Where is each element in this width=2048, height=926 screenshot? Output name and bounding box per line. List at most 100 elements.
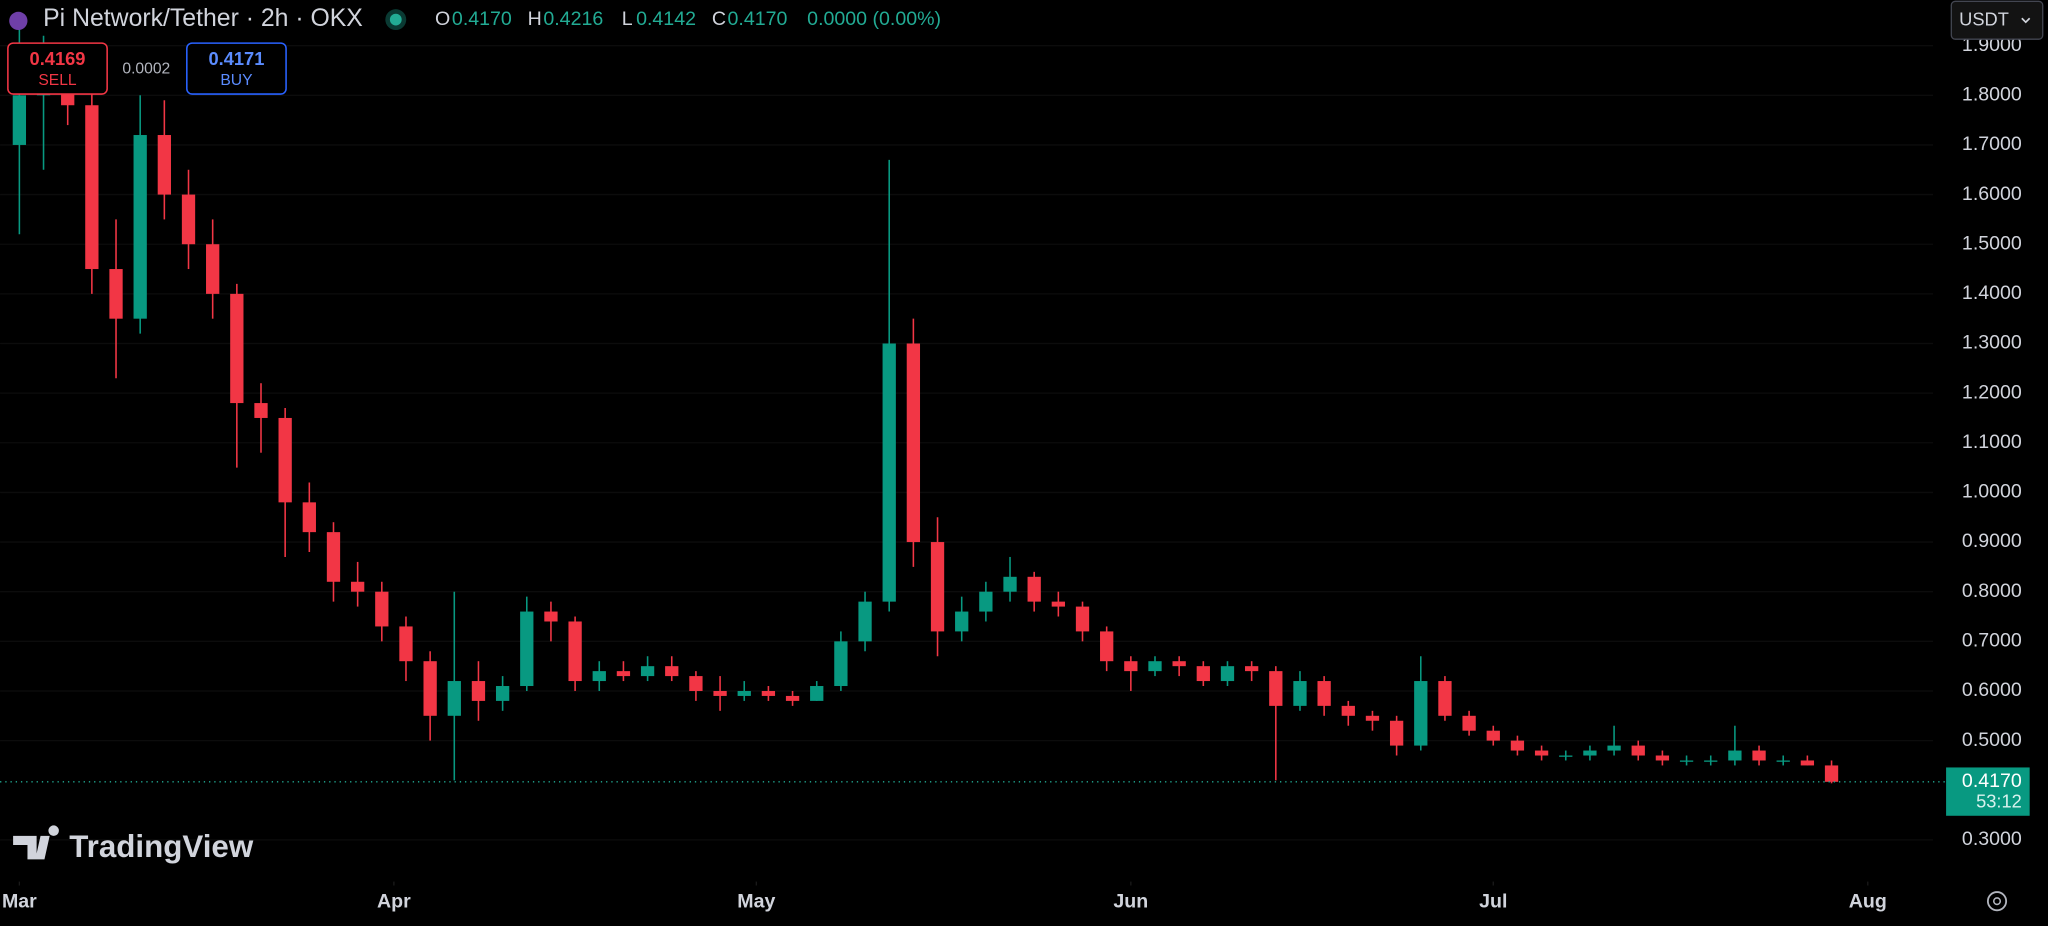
last-price-box — [1946, 767, 2030, 816]
currency-box[interactable] — [1950, 0, 2044, 40]
candle-body — [1196, 666, 1210, 682]
candle-body — [1824, 765, 1839, 782]
settings-icon-center[interactable] — [1992, 897, 2002, 906]
candle-body — [157, 135, 171, 195]
candle-body — [1341, 705, 1355, 716]
candle-body — [1679, 760, 1694, 762]
candle-body — [1655, 755, 1670, 761]
candle-body — [1365, 715, 1380, 721]
candle-body — [858, 601, 872, 642]
y-tick-label: 1.1000 — [1962, 431, 2022, 453]
status-dot — [389, 13, 402, 26]
y-tick-label: 1.5000 — [1962, 232, 2022, 254]
candle-body — [592, 671, 606, 682]
ohlc-label: H — [528, 8, 542, 30]
x-tick-label: Jun — [1113, 891, 1148, 913]
candle-body — [1075, 606, 1090, 632]
sell-box[interactable] — [7, 42, 108, 95]
settings-icon[interactable] — [1986, 891, 2008, 912]
x-tick-label: Apr — [377, 891, 411, 913]
candle-body — [906, 343, 921, 543]
candle-body — [423, 661, 437, 716]
candle-body — [447, 681, 461, 716]
candle-body — [810, 686, 824, 701]
y-tick-label: 1.6000 — [1962, 183, 2022, 205]
candle-body — [1293, 681, 1307, 706]
dropdown-arrow[interactable] — [2021, 17, 2031, 24]
candle-body — [1728, 750, 1742, 761]
candle-body — [1486, 730, 1500, 741]
candle-body — [1172, 661, 1186, 667]
x-tick-label: Mar — [2, 891, 37, 913]
ohlc-value: 0.4170 — [728, 8, 788, 30]
currency[interactable]: USDT — [1959, 9, 2009, 30]
candle-body — [1269, 671, 1283, 706]
countdown: 53:12 — [1976, 791, 2022, 812]
candle-body — [278, 417, 292, 503]
x-tick-label: Jul — [1479, 891, 1507, 913]
candle-body — [640, 666, 655, 677]
y-tick-label: 1.2000 — [1962, 381, 2022, 403]
plot: 0.3000 0.5000 0.6000 0.7000 0.8000 0.9000 1.00… — [0, 20, 2030, 913]
candle-body — [1583, 750, 1597, 756]
last-price-label: 0.4170 — [1962, 770, 2022, 792]
candle-body — [1462, 715, 1476, 731]
candle-body — [1559, 755, 1573, 757]
candle-body — [713, 690, 727, 696]
buy-label[interactable]: BUY — [220, 72, 253, 89]
candle-body — [181, 194, 196, 245]
candle-body — [1752, 750, 1766, 761]
candle-body — [1051, 601, 1065, 607]
symbol: Pi Network/Tether · 2h · OKX — [43, 5, 363, 32]
candle-body — [302, 502, 316, 533]
candle-body — [230, 293, 244, 404]
currency-select[interactable]: USDT — [1950, 0, 2044, 40]
candle-body — [1704, 760, 1718, 762]
candle-body — [133, 135, 147, 319]
candle-body — [1438, 681, 1452, 716]
buy-price[interactable]: 0.4171 — [209, 48, 265, 69]
sell-label[interactable]: SELL — [38, 72, 77, 89]
y-tick-label: 1.8000 — [1962, 83, 2022, 105]
candle-body — [568, 621, 582, 682]
sell-button[interactable]: 0.4169 SELL — [7, 42, 108, 95]
candle-body — [1220, 666, 1235, 682]
candle-body — [1510, 740, 1525, 751]
y-tick-label: 0.3000 — [1962, 828, 2022, 850]
candle-body — [1148, 661, 1162, 672]
candle-body — [1800, 760, 1815, 766]
candle-body — [544, 611, 558, 622]
candle-body — [616, 671, 631, 677]
y-tick-label: 1.7000 — [1962, 133, 2022, 155]
brand: TradingView — [69, 829, 254, 864]
candle-body — [1003, 576, 1017, 592]
y-tick-label: 0.6000 — [1962, 679, 2022, 701]
candle-body — [1776, 760, 1790, 762]
buy-box[interactable] — [186, 42, 287, 95]
ohlc-label: O — [435, 8, 450, 30]
ohlc-value: 0.4170 — [452, 8, 512, 30]
candle-body — [1631, 745, 1645, 756]
sell-price[interactable]: 0.4169 — [30, 48, 86, 69]
candle-body — [1534, 750, 1549, 756]
change: 0.0000 (0.00%) — [807, 8, 941, 30]
ohlc-value: 0.4216 — [543, 8, 603, 30]
candle-body — [882, 343, 896, 602]
x-tick-label: May — [737, 891, 775, 913]
candle-body — [326, 532, 341, 582]
candle-body — [834, 641, 848, 687]
candle-body — [785, 695, 800, 701]
brand-logo — [13, 825, 59, 860]
candle-body — [520, 611, 534, 687]
buy-button[interactable]: 0.4171 BUY — [186, 42, 287, 95]
candle-body — [12, 95, 27, 145]
candle-body — [399, 626, 413, 662]
candle-body — [1100, 631, 1114, 662]
candle-body — [737, 690, 751, 696]
candle-body — [1389, 720, 1404, 746]
y-tick-label: 1.0000 — [1962, 481, 2022, 503]
candle-body — [1027, 576, 1041, 602]
